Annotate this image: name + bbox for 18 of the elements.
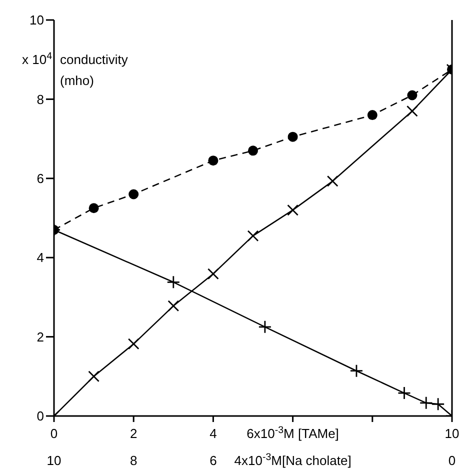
x2-tick-label: 8 (130, 453, 138, 468)
x-tick-label: 4 (210, 426, 217, 441)
y-tick-label: 2 (36, 329, 44, 344)
x-tick-label: 0 (50, 426, 58, 441)
x2-tick-label: 4x10$^{-3}$M[Na cholate] (234, 452, 352, 468)
x-tick-label: 10 (444, 426, 460, 441)
y-tick-label: 4 (36, 250, 44, 266)
text: x 10$^{4}$ (22, 50, 53, 67)
x2-tick-label: 6 (210, 453, 217, 468)
y-tick-label: 8 (36, 92, 44, 107)
y-axis-title: conductivity (mho) (60, 52, 128, 88)
x-tick-label: 6x10$^{-3}$M [TAMe] (246, 424, 339, 441)
y-tick-label: 10 (30, 12, 44, 28)
y-tick-label: 0 (36, 408, 44, 424)
y-tick-label: 6 (36, 171, 44, 186)
x2-tick-label: 0 (448, 453, 456, 468)
x-tick-label: 2 (130, 426, 138, 441)
x2-tick-label: 10 (46, 453, 62, 468)
